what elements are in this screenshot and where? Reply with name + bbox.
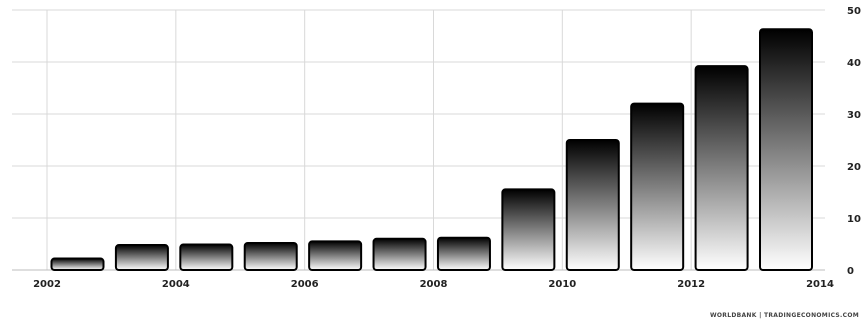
y-tick-label: 0 — [847, 266, 854, 277]
y-tick-label: 30 — [847, 110, 861, 121]
x-tick-label: 2004 — [162, 279, 190, 290]
x-tick-label: 2002 — [33, 279, 61, 290]
x-tick-label: 2006 — [291, 279, 319, 290]
y-tick-label: 50 — [847, 6, 861, 17]
y-axis-ticks: 0 10 20 30 40 50 — [847, 6, 861, 277]
bar — [694, 65, 749, 271]
bars — [50, 28, 813, 272]
bar — [114, 244, 169, 271]
source-label: WORLDBANK | TRADINGECONOMICS.COM — [709, 312, 859, 319]
bar — [759, 28, 813, 271]
bar — [243, 241, 298, 272]
bar — [565, 139, 620, 271]
bar — [501, 188, 556, 271]
y-tick-label: 10 — [847, 214, 861, 225]
bar — [50, 257, 105, 271]
x-tick-label: 2010 — [548, 279, 576, 290]
bar — [308, 240, 363, 271]
x-tick-label: 2008 — [420, 279, 448, 290]
x-tick-label: 2012 — [677, 279, 705, 290]
bar — [372, 237, 427, 272]
x-tick-label: 2014 — [806, 279, 834, 290]
bar — [179, 243, 234, 272]
y-tick-label: 40 — [847, 58, 861, 69]
bar — [630, 102, 685, 271]
bar — [436, 236, 491, 271]
x-axis-ticks: 2002 2004 2006 2008 2010 2012 2014 — [33, 279, 834, 290]
y-tick-label: 20 — [847, 162, 861, 173]
